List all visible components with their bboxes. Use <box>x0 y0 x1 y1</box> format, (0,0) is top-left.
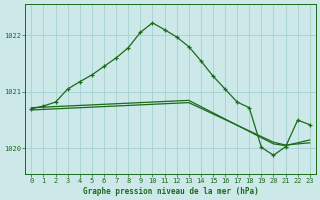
X-axis label: Graphe pression niveau de la mer (hPa): Graphe pression niveau de la mer (hPa) <box>83 187 259 196</box>
